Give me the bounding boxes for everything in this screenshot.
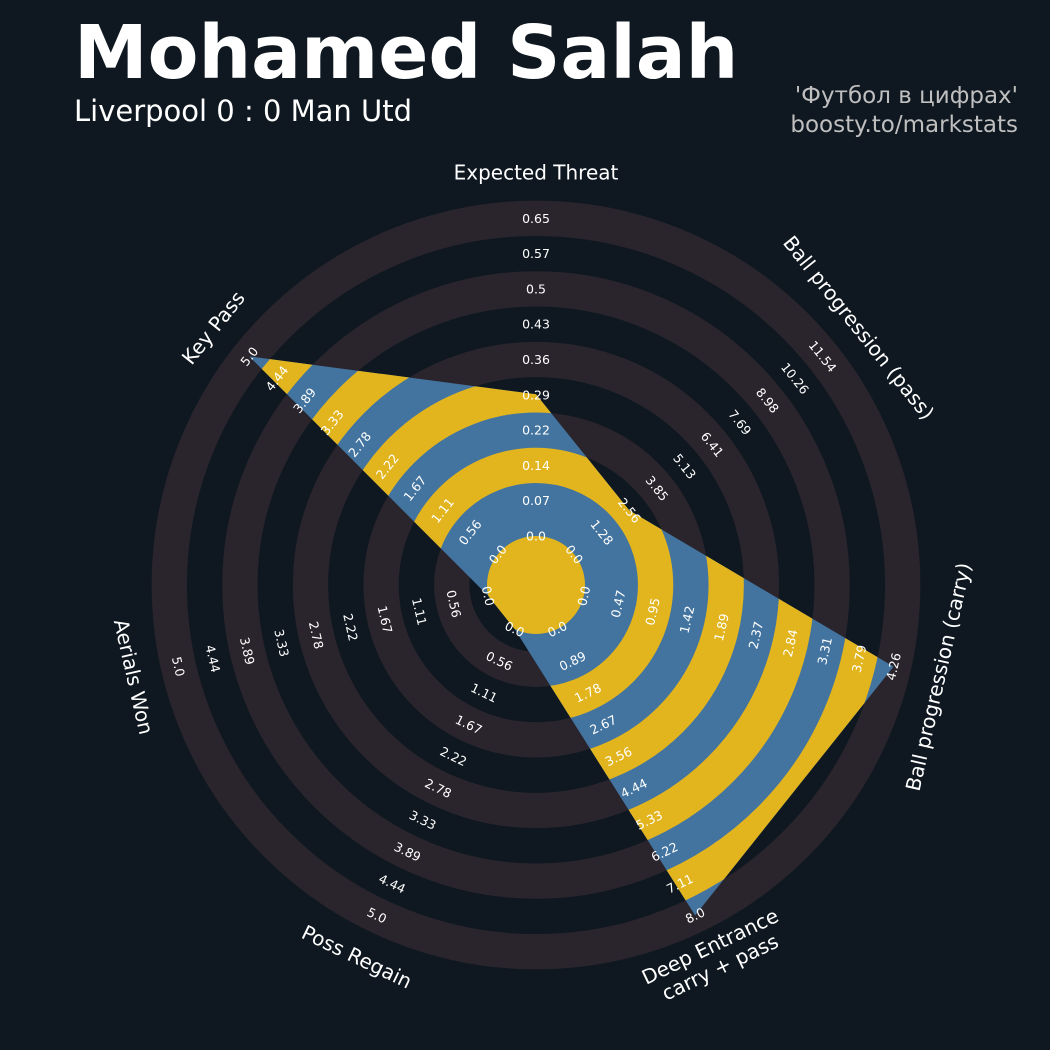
tick-label: 0.29 (522, 387, 550, 402)
tick-label: 0.56 (443, 589, 464, 620)
tick-label: 3.31 (814, 636, 835, 666)
tick-label: 3.33 (271, 628, 292, 658)
ring-band (151, 200, 921, 970)
tick-label: 0.36 (522, 352, 550, 367)
tick-label: 2.84 (780, 628, 801, 659)
tick-label: 10.26 (778, 360, 812, 397)
tick-label: 0.14 (522, 458, 550, 473)
tick-label: 0.57 (522, 246, 550, 261)
param-label: Aerials Won (109, 617, 159, 737)
credit: 'Футбол в цифрах' boosty.to/markstats (790, 82, 1018, 140)
tick-label: 4.44 (202, 643, 223, 674)
tick-label: 0.22 (522, 423, 550, 438)
tick-label: 0.0 (526, 529, 546, 544)
tick-label: 0.95 (642, 596, 663, 626)
credit-line-2: boosty.to/markstats (790, 112, 1018, 138)
tick-label: 2.37 (745, 620, 766, 650)
tick-label: 0.07 (522, 493, 550, 508)
tick-label: 1.11 (468, 680, 500, 706)
tick-label: 3.89 (237, 636, 258, 667)
tick-label: 1.42 (677, 604, 698, 634)
tick-label: 2.22 (340, 612, 361, 642)
tick-label: 2.78 (306, 620, 327, 651)
tick-label: 1.67 (375, 604, 396, 634)
tick-label: 0.65 (522, 211, 550, 226)
tick-label: 1.11 (409, 596, 430, 626)
tick-label: 5.0 (169, 655, 188, 678)
tick-label: 4.44 (376, 871, 408, 897)
tick-label: 0.47 (608, 589, 629, 619)
credit-line-1: 'Футбол в цифрах' (794, 83, 1018, 109)
tick-label: 0.0 (479, 585, 498, 608)
tick-label: 2.22 (438, 744, 470, 770)
param-label: Expected Threat (454, 160, 619, 184)
tick-label: 0.0 (574, 585, 593, 608)
tick-label: 7.69 (725, 407, 754, 438)
ring-band (292, 341, 780, 829)
match-subtitle: Liverpool 0 : 0 Man Utd (74, 94, 413, 128)
param-label-group: Aerials Won (109, 617, 159, 737)
tick-label: 3.33 (407, 807, 439, 833)
param-label-group: Expected Threat (454, 160, 619, 184)
tick-label: 3.79 (849, 643, 870, 674)
ring-band (222, 271, 850, 899)
gold-center (487, 536, 585, 634)
tick-label: 4.26 (883, 651, 904, 682)
page-title: Mohamed Salah (74, 10, 739, 96)
tick-label: 5.13 (670, 451, 699, 482)
tick-label: 1.89 (711, 612, 732, 643)
tick-label: 0.5 (526, 281, 546, 296)
tick-label: 0.43 (522, 317, 550, 332)
